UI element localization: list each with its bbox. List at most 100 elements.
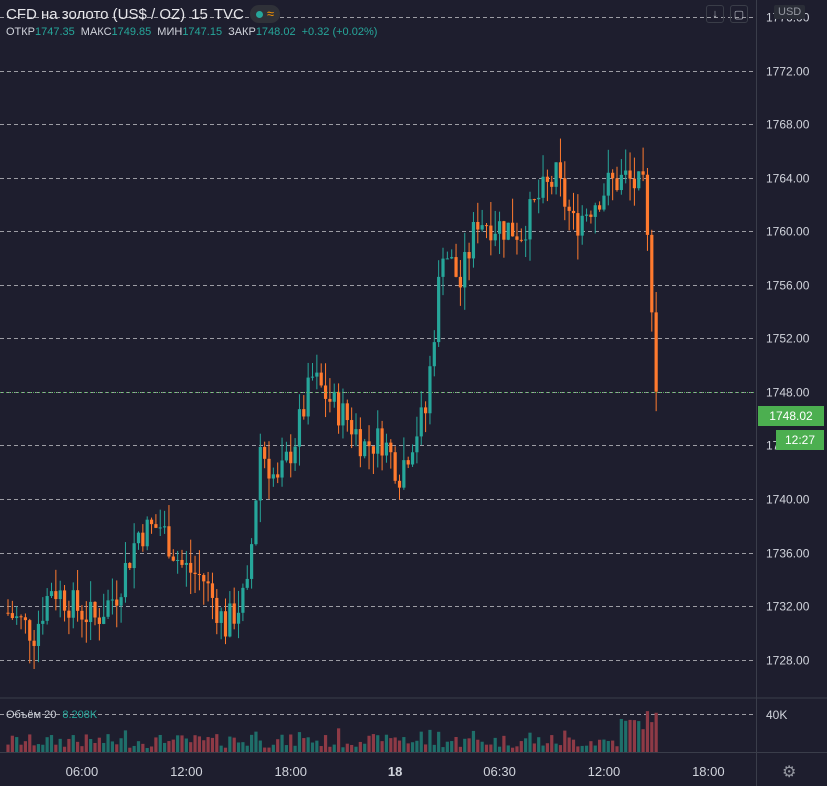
volume-bar [384, 734, 389, 752]
candle-body [519, 239, 523, 241]
y-tick-label: 1764.00 [766, 172, 810, 186]
y-tick-label: 1756.00 [766, 279, 810, 293]
market-status-pill[interactable]: ≈ [249, 5, 280, 23]
candle-body [367, 441, 371, 447]
currency-badge[interactable]: USD [774, 5, 806, 19]
volume-bar [619, 718, 623, 752]
y-tick-label: 1732.00 [766, 600, 810, 614]
candle-body [624, 170, 628, 175]
volume-bar [93, 742, 97, 752]
high-label: МАКС [80, 26, 112, 38]
candle-body [84, 619, 88, 623]
volume-bar [637, 721, 641, 752]
volume-bar [611, 740, 615, 752]
arrow-down-icon[interactable]: ↓ [706, 5, 724, 23]
volume-bar [515, 746, 519, 752]
volume-bar [563, 730, 567, 752]
volume-bar [497, 746, 502, 752]
volume-bar [406, 743, 410, 752]
volume-bar [450, 741, 454, 752]
y-tick-label: 1752.00 [766, 332, 810, 346]
volume-bar [289, 734, 293, 752]
candle-body [641, 171, 645, 175]
candle-body [528, 199, 532, 240]
volume-legend: Объём 20 8.208K [6, 709, 97, 721]
candle-body [593, 205, 597, 217]
volume-bar [463, 738, 467, 752]
candle-body [402, 460, 406, 488]
volume-bar [319, 746, 323, 752]
volume-bar [202, 740, 206, 752]
volume-bar [471, 730, 476, 752]
candle-body [363, 441, 367, 457]
candle-body [480, 225, 484, 230]
volume-bar [158, 734, 162, 752]
interval-label[interactable]: 15 [191, 5, 208, 23]
volume-bar [89, 739, 93, 752]
volume-bar [606, 740, 610, 752]
candle-body [228, 603, 232, 637]
volume-bar [197, 736, 201, 752]
volume-bar [141, 743, 145, 752]
candle-body [358, 429, 362, 457]
volume-bar [467, 738, 471, 752]
volume-bar [458, 746, 462, 752]
candle-body [467, 252, 471, 259]
volume-bar [511, 747, 515, 752]
candle-body [511, 222, 515, 237]
volume-bar [49, 735, 54, 752]
volume-bar [393, 737, 397, 752]
volume-bar [145, 747, 149, 752]
candle-body [415, 436, 419, 453]
y-tick-label: 1748.00 [766, 386, 810, 400]
candle-body [537, 197, 541, 200]
volume-bar [337, 728, 341, 752]
candle-body [154, 524, 158, 528]
candle-body [580, 215, 584, 236]
candle-body [45, 596, 49, 621]
volume-bar [54, 744, 58, 752]
volume-bar [480, 741, 484, 752]
candle-body [180, 559, 184, 565]
volume-bar [84, 734, 88, 752]
candle-body [484, 225, 489, 227]
candle-body [102, 616, 106, 624]
volume-bar [223, 747, 228, 752]
candle-body [223, 611, 228, 637]
volume-bar [228, 736, 232, 752]
candle-body [445, 258, 449, 260]
open-value: 1747.35 [35, 26, 75, 38]
y-tick-label: 1772.00 [766, 65, 810, 79]
candle-body [306, 377, 310, 417]
settings-gear-icon[interactable]: ⚙ [782, 764, 797, 781]
candle-body [219, 611, 223, 623]
volume-bar [558, 745, 563, 752]
volume-bar [167, 741, 171, 752]
candle-body [132, 543, 136, 569]
volume-bar [245, 745, 249, 752]
volume-bar [128, 747, 132, 752]
volume-bar [206, 737, 210, 752]
candle-body [471, 222, 476, 259]
volume-bar [267, 747, 271, 752]
volume-bar [380, 741, 384, 752]
candle-body [654, 312, 658, 392]
volume-bar [219, 745, 223, 752]
candle-body [650, 234, 654, 313]
volume-bar [123, 730, 128, 752]
volume-bar [323, 735, 328, 752]
volume-bar [276, 739, 280, 752]
volume-bar [193, 735, 197, 752]
volume-bar [506, 745, 510, 752]
volume-bar [397, 740, 402, 752]
candle-body [563, 178, 567, 207]
candle-body [341, 403, 345, 426]
volume-bar [550, 735, 554, 752]
symbol-title[interactable]: CFD на золото (US$ / OZ) [6, 5, 186, 23]
x-tick-label: 12:00 [588, 764, 621, 779]
maximize-icon[interactable]: ▢ [730, 5, 748, 23]
volume-bar [341, 747, 345, 752]
volume-bar [389, 738, 393, 752]
change-value: +0.32 (+0.02%) [301, 26, 378, 38]
